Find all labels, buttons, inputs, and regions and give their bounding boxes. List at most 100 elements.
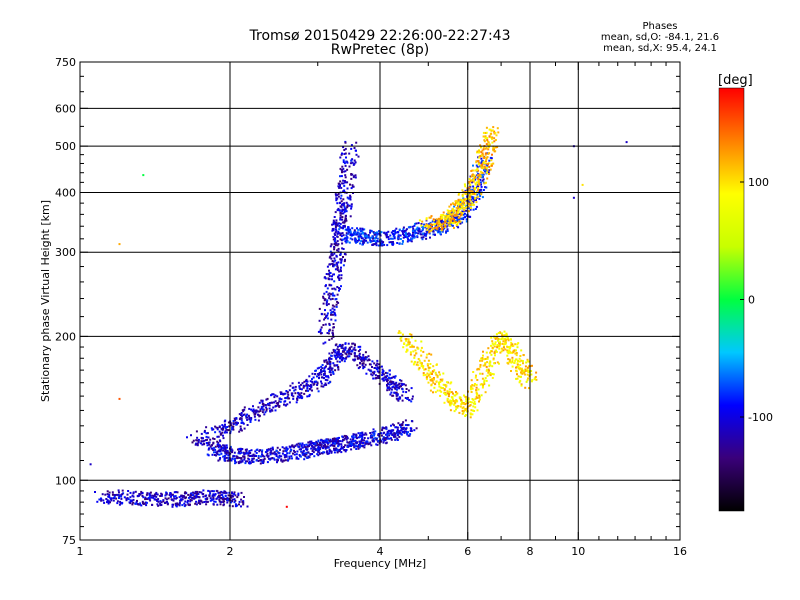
data-point: [341, 152, 343, 155]
data-point: [406, 398, 409, 400]
data-point: [331, 297, 334, 300]
data-point: [486, 361, 489, 364]
data-point: [425, 230, 428, 233]
data-point: [338, 344, 341, 347]
data-point: [487, 146, 490, 149]
y-tick-label: 600: [55, 102, 76, 115]
data-point: [352, 176, 355, 179]
data-point: [396, 431, 399, 434]
data-point: [418, 219, 421, 222]
data-point: [343, 149, 346, 151]
data-point: [493, 140, 496, 143]
data-point: [429, 371, 432, 374]
data-point: [340, 194, 343, 197]
data-point: [364, 232, 367, 235]
data-point: [259, 449, 262, 452]
data-point: [477, 163, 480, 166]
data-point: [344, 450, 347, 453]
data-point: [456, 224, 459, 227]
data-point: [370, 444, 373, 447]
data-point: [196, 436, 199, 439]
data-point: [373, 370, 376, 373]
data-point: [259, 408, 262, 411]
data-point: [455, 211, 458, 214]
data-point: [227, 459, 230, 462]
data-point: [111, 493, 114, 496]
data-point: [516, 343, 519, 346]
data-point: [281, 460, 284, 463]
data-point: [372, 431, 375, 434]
data-point: [332, 235, 335, 238]
data-point: [118, 491, 120, 494]
data-point: [439, 230, 442, 233]
data-point: [447, 212, 450, 215]
data-point: [303, 452, 306, 455]
data-point: [324, 439, 327, 442]
data-point: [392, 434, 395, 437]
data-point: [230, 494, 233, 497]
data-point: [250, 418, 253, 421]
data-point: [337, 193, 340, 195]
data-point: [343, 205, 346, 208]
data-point: [309, 380, 312, 383]
data-point: [368, 359, 371, 362]
data-point: [334, 442, 337, 445]
data-point: [210, 427, 213, 430]
data-point: [331, 260, 334, 262]
data-point: [389, 387, 392, 390]
data-point: [479, 188, 482, 191]
data-point: [511, 356, 514, 359]
data-point: [381, 244, 384, 247]
data-point: [205, 442, 208, 444]
data-point: [232, 428, 235, 431]
data-point: [440, 221, 443, 224]
data-point: [261, 400, 264, 403]
data-point: [335, 298, 338, 300]
data-point: [333, 246, 336, 249]
data-point: [365, 239, 368, 242]
data-point: [345, 353, 348, 356]
data-point: [136, 503, 139, 505]
data-point: [224, 490, 227, 493]
data-point: [261, 399, 264, 402]
data-point: [518, 368, 521, 371]
x-tick-label: 1: [77, 545, 84, 558]
data-point: [249, 455, 251, 457]
data-point: [217, 491, 220, 494]
data-point: [391, 433, 394, 436]
data-point: [340, 175, 343, 178]
data-point: [341, 182, 344, 185]
data-point: [237, 494, 240, 497]
data-point: [484, 153, 487, 156]
data-point: [344, 444, 347, 447]
data-point: [233, 492, 236, 495]
data-point: [429, 376, 432, 379]
data-point: [405, 338, 408, 340]
data-point: [240, 422, 243, 424]
data-point: [305, 453, 308, 456]
data-point: [320, 326, 323, 329]
data-point: [339, 156, 342, 159]
data-point: [474, 186, 476, 189]
data-point: [435, 228, 438, 231]
data-point: [332, 326, 335, 329]
data-point: [493, 351, 496, 354]
data-point: [339, 180, 342, 183]
data-point: [265, 409, 268, 412]
data-point: [274, 394, 277, 397]
data-point: [483, 383, 486, 385]
data-point: [233, 498, 236, 501]
data-point: [207, 454, 210, 457]
data-point: [333, 440, 336, 443]
data-point: [293, 451, 296, 453]
data-point: [346, 445, 349, 448]
data-point: [411, 345, 414, 348]
data-point: [357, 447, 360, 450]
data-point: [404, 229, 407, 232]
data-point: [449, 218, 452, 221]
data-point: [437, 217, 440, 220]
data-point: [409, 351, 412, 354]
data-point: [297, 445, 300, 448]
data-point: [401, 242, 404, 245]
data-point: [479, 178, 482, 181]
